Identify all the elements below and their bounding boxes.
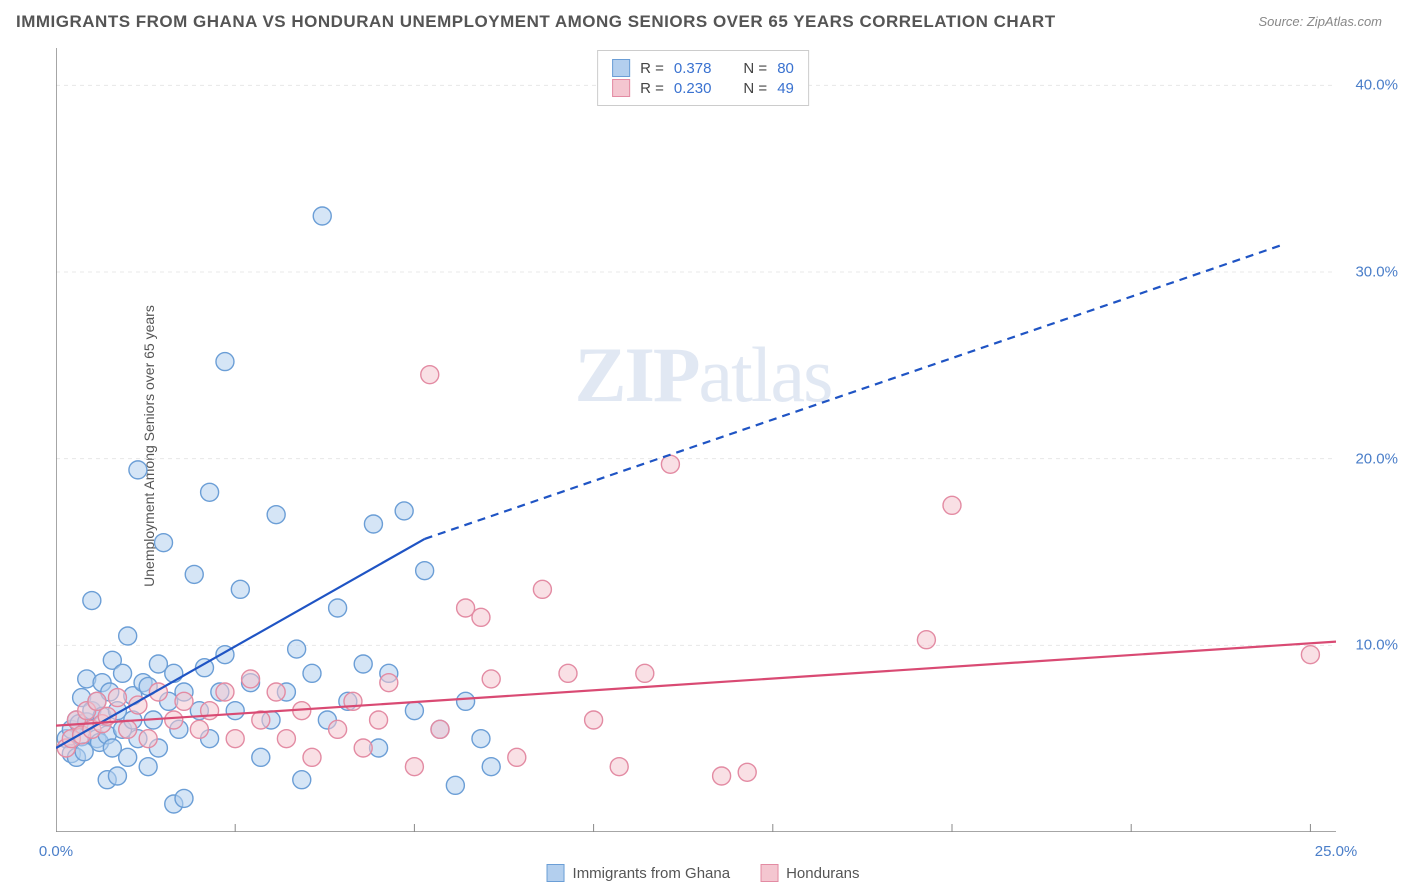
data-point xyxy=(431,720,449,738)
data-point xyxy=(231,580,249,598)
data-point xyxy=(610,758,628,776)
data-point xyxy=(277,730,295,748)
data-point xyxy=(354,739,372,757)
data-point xyxy=(108,689,126,707)
data-point xyxy=(364,515,382,533)
data-point xyxy=(139,730,157,748)
y-tick-label: 20.0% xyxy=(1355,450,1398,467)
data-point xyxy=(482,670,500,688)
data-point xyxy=(185,565,203,583)
stats-n-value: 49 xyxy=(777,80,794,97)
data-point xyxy=(472,730,490,748)
source-attribution: Source: ZipAtlas.com xyxy=(1258,14,1382,29)
data-point xyxy=(190,720,208,738)
data-point xyxy=(288,640,306,658)
legend-label: Hondurans xyxy=(786,865,859,882)
data-point xyxy=(636,664,654,682)
data-point xyxy=(559,664,577,682)
data-point xyxy=(370,711,388,729)
data-point xyxy=(472,608,490,626)
data-point xyxy=(303,748,321,766)
stats-r-value: 0.230 xyxy=(674,80,712,97)
correlation-stats-legend: R = 0.378 N = 80 R = 0.230 N = 49 xyxy=(597,50,809,106)
data-point xyxy=(303,664,321,682)
data-point xyxy=(201,483,219,501)
data-point xyxy=(216,683,234,701)
series-legend: Immigrants from Ghana Hondurans xyxy=(547,864,860,882)
data-point xyxy=(226,730,244,748)
legend-swatch xyxy=(760,864,778,882)
data-point xyxy=(108,767,126,785)
data-point xyxy=(119,748,137,766)
data-point xyxy=(139,758,157,776)
data-point xyxy=(421,366,439,384)
data-point xyxy=(585,711,603,729)
legend-swatch xyxy=(547,864,565,882)
data-point xyxy=(267,683,285,701)
data-point xyxy=(713,767,731,785)
stats-n-label: N = xyxy=(743,80,767,97)
y-tick-label: 40.0% xyxy=(1355,77,1398,94)
data-point xyxy=(119,720,137,738)
stats-r-label: R = xyxy=(640,80,664,97)
data-point xyxy=(129,461,147,479)
data-point xyxy=(917,631,935,649)
data-point xyxy=(293,771,311,789)
data-point xyxy=(395,502,413,520)
stats-swatch xyxy=(612,79,630,97)
stats-swatch xyxy=(612,59,630,77)
data-point xyxy=(943,496,961,514)
data-point xyxy=(508,748,526,766)
data-point xyxy=(252,748,270,766)
y-tick-label: 10.0% xyxy=(1355,637,1398,654)
data-point xyxy=(114,664,132,682)
data-point xyxy=(155,534,173,552)
legend-item: Immigrants from Ghana xyxy=(547,864,731,882)
legend-label: Immigrants from Ghana xyxy=(573,865,731,882)
stats-row: R = 0.230 N = 49 xyxy=(612,79,794,97)
data-point xyxy=(482,758,500,776)
data-point xyxy=(405,702,423,720)
data-point xyxy=(226,702,244,720)
stats-row: R = 0.378 N = 80 xyxy=(612,59,794,77)
data-point xyxy=(446,776,464,794)
data-point xyxy=(175,789,193,807)
stats-n-value: 80 xyxy=(777,60,794,77)
legend-item: Hondurans xyxy=(760,864,859,882)
data-point xyxy=(165,664,183,682)
data-point xyxy=(405,758,423,776)
data-point xyxy=(738,763,756,781)
stats-r-value: 0.378 xyxy=(674,60,712,77)
scatter-chart xyxy=(56,48,1336,832)
data-point xyxy=(313,207,331,225)
data-point xyxy=(267,506,285,524)
chart-title: IMMIGRANTS FROM GHANA VS HONDURAN UNEMPL… xyxy=(16,12,1056,32)
data-point xyxy=(119,627,137,645)
stats-n-label: N = xyxy=(743,60,767,77)
data-point xyxy=(416,562,434,580)
data-point xyxy=(329,720,347,738)
data-point xyxy=(1301,646,1319,664)
data-point xyxy=(533,580,551,598)
data-point xyxy=(242,670,260,688)
data-point xyxy=(83,592,101,610)
x-tick-label: 0.0% xyxy=(39,843,73,860)
stats-r-label: R = xyxy=(640,60,664,77)
data-point xyxy=(457,692,475,710)
data-point xyxy=(175,692,193,710)
x-tick-label: 25.0% xyxy=(1315,843,1358,860)
trend-line-extrapolated xyxy=(425,244,1285,539)
data-point xyxy=(329,599,347,617)
data-point xyxy=(344,692,362,710)
data-point xyxy=(354,655,372,673)
data-point xyxy=(380,674,398,692)
chart-svg xyxy=(56,48,1336,832)
data-point xyxy=(165,711,183,729)
data-point xyxy=(252,711,270,729)
data-point xyxy=(216,353,234,371)
y-tick-label: 30.0% xyxy=(1355,264,1398,281)
